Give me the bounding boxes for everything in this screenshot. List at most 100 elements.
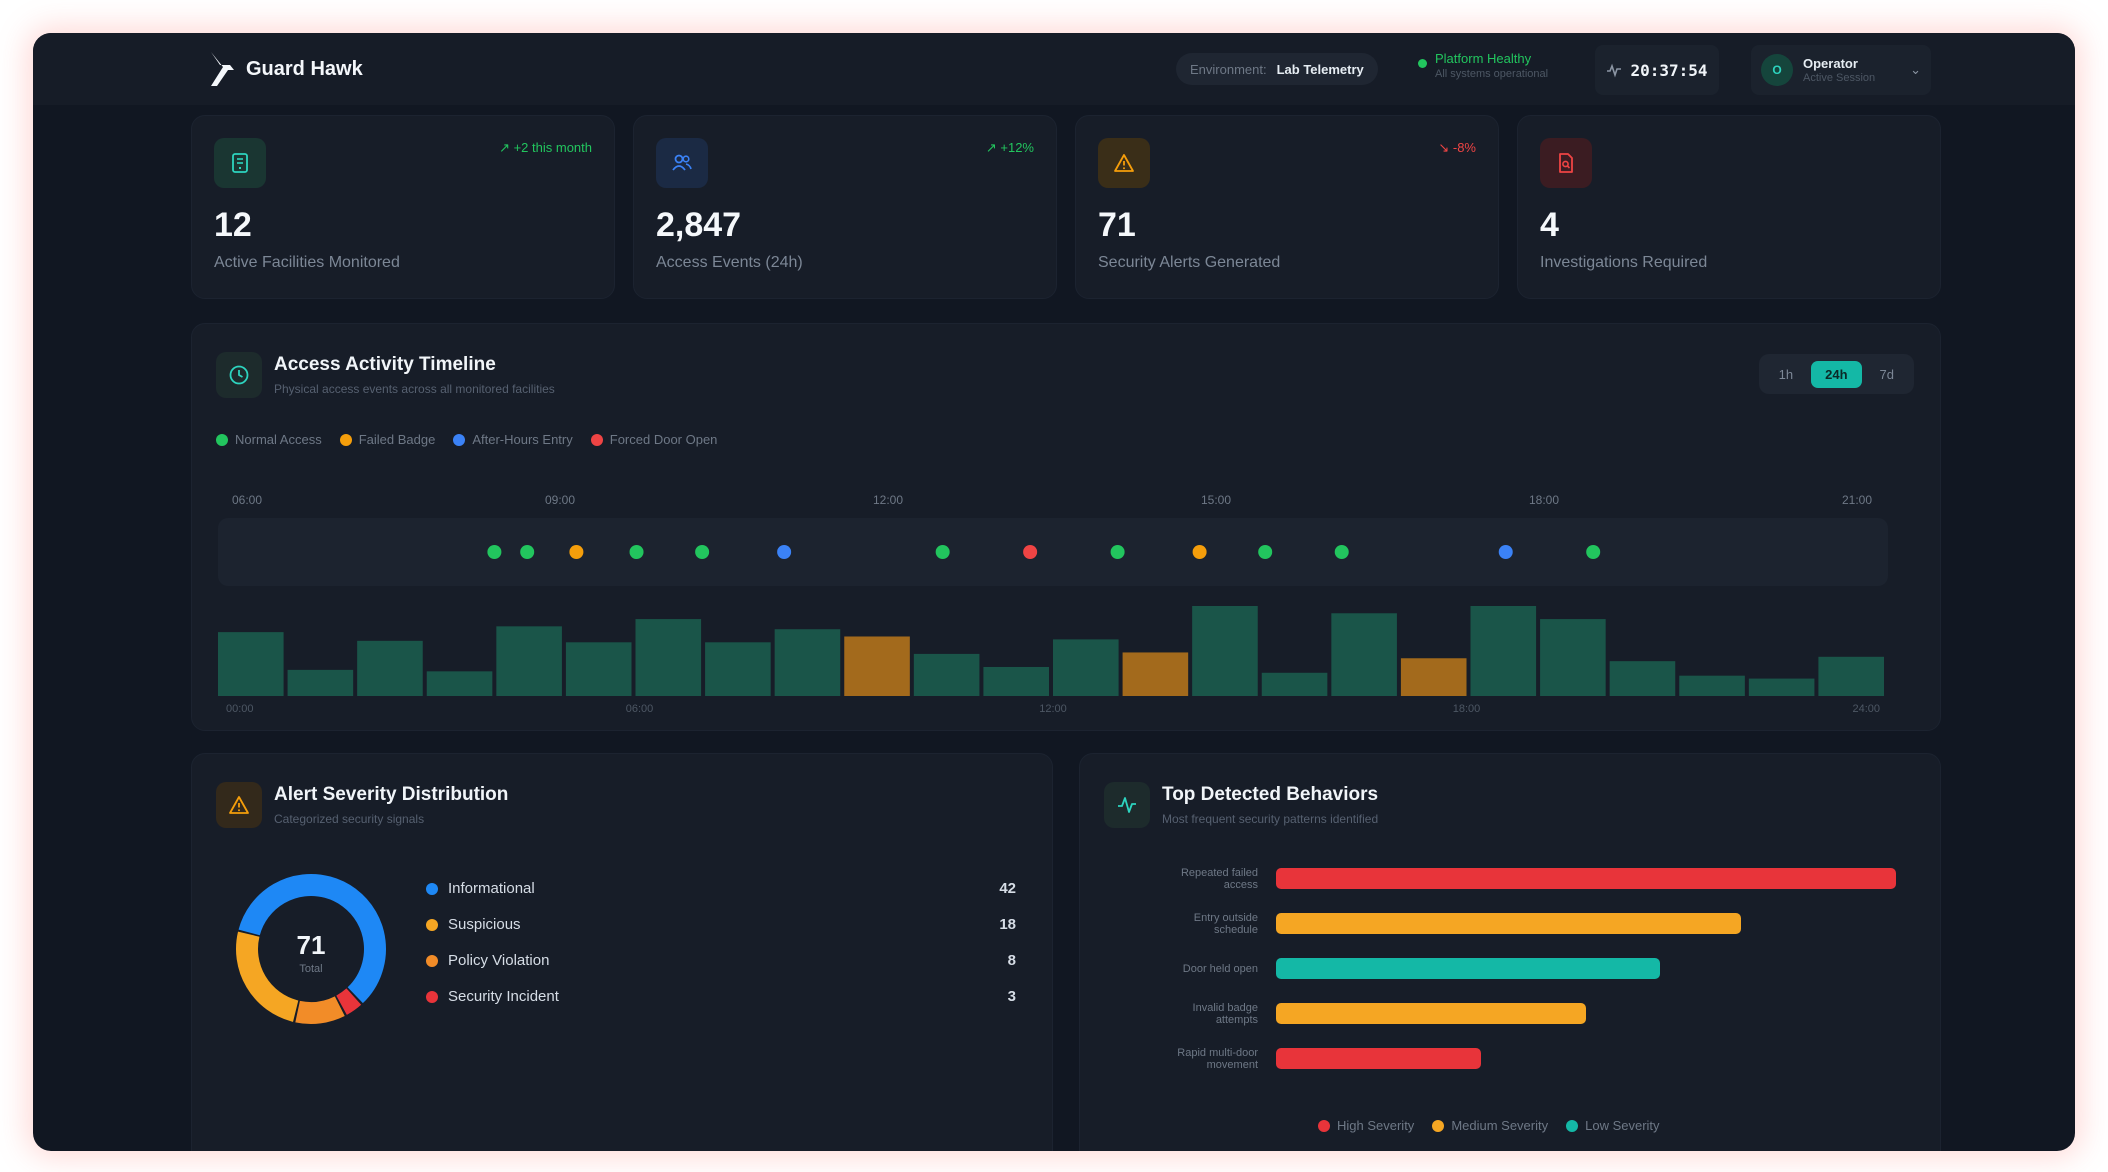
severity-label: Informational xyxy=(448,880,535,897)
section-title: Alert Severity Distribution xyxy=(274,784,509,805)
histogram-bar[interactable] xyxy=(1261,672,1328,696)
severity-count: 3 xyxy=(1007,988,1016,1005)
avatar: O xyxy=(1761,54,1793,86)
event-marker[interactable] xyxy=(1023,545,1038,559)
status-title: Platform Healthy xyxy=(1435,51,1532,66)
event-marker[interactable] xyxy=(1258,545,1273,559)
severity-count: 18 xyxy=(999,916,1016,933)
histogram-bar[interactable] xyxy=(1818,656,1884,696)
behavior-bar[interactable] xyxy=(1276,913,1741,934)
behavior-bar[interactable] xyxy=(1276,868,1896,889)
histogram-bar[interactable] xyxy=(1400,658,1467,696)
behavior-bar[interactable] xyxy=(1276,1003,1586,1024)
legend-item: Normal Access xyxy=(216,432,322,447)
behavior-bar[interactable] xyxy=(1276,1048,1481,1069)
histogram-bar[interactable] xyxy=(1331,613,1397,696)
histogram-axis-label: 00:00 xyxy=(226,703,254,715)
behavior-label: Rapid multi-door movement xyxy=(1177,1046,1258,1071)
users-icon xyxy=(656,138,708,188)
section-subtitle: Most frequent security patterns identifi… xyxy=(1162,812,1379,826)
legend-label: Failed Badge xyxy=(358,432,436,447)
severity-dot-icon xyxy=(426,954,438,967)
event-marker[interactable] xyxy=(1192,545,1207,559)
histogram-bar[interactable] xyxy=(983,666,1049,696)
user-session: Active Session xyxy=(1803,72,1876,84)
behavior-label: Door held open xyxy=(1182,962,1258,975)
donut-segment[interactable] xyxy=(233,871,390,1028)
event-marker[interactable] xyxy=(935,545,950,559)
legend-dot-icon xyxy=(590,433,603,446)
histogram-bar[interactable] xyxy=(1748,678,1815,696)
histogram-bar[interactable] xyxy=(426,671,493,696)
environment-label: Environment: xyxy=(1190,61,1267,77)
user-menu[interactable]: O Operator Active Session ⌄ xyxy=(1751,45,1931,95)
event-marker[interactable] xyxy=(695,545,710,559)
histogram-bar[interactable] xyxy=(844,636,910,696)
event-marker[interactable] xyxy=(1498,545,1513,559)
warning-icon xyxy=(216,782,262,828)
behavior-bar[interactable] xyxy=(1276,958,1661,979)
histogram-bar[interactable] xyxy=(218,632,284,696)
histogram-bar[interactable] xyxy=(774,629,841,696)
file-search-icon xyxy=(1540,138,1592,188)
legend-item: Medium Severity xyxy=(1432,1118,1548,1133)
histogram-bar[interactable] xyxy=(565,642,632,696)
histogram-bar[interactable] xyxy=(1609,661,1676,696)
histogram-bar[interactable] xyxy=(357,640,423,696)
severity-row: Suspicious 18 xyxy=(426,916,1016,933)
app-window: Guard Hawk Environment: Lab Telemetry Pl… xyxy=(33,33,2075,1151)
stat-label: Investigations Required xyxy=(1540,254,1708,271)
clock-icon xyxy=(216,352,262,398)
histogram-bar[interactable] xyxy=(1540,619,1606,696)
behaviors-panel: Top Detected Behaviors Most frequent sec… xyxy=(1079,753,1941,1151)
trend-badge: ↘ -8% xyxy=(1438,140,1476,155)
legend-label: Medium Severity xyxy=(1451,1118,1549,1133)
severity-label: Policy Violation xyxy=(448,952,550,969)
range-button-7d[interactable]: 7d xyxy=(1879,366,1894,382)
severity-dot-icon xyxy=(426,882,438,895)
top-bar: Guard Hawk Environment: Lab Telemetry Pl… xyxy=(33,33,2075,105)
legend-label: Low Severity xyxy=(1585,1118,1660,1133)
severity-count: 42 xyxy=(999,880,1016,897)
range-button-24h[interactable]: 24h xyxy=(1811,360,1862,388)
histogram-bar[interactable] xyxy=(1192,606,1258,696)
event-marker[interactable] xyxy=(777,545,792,559)
severity-dot-icon xyxy=(426,918,438,931)
histogram-bar[interactable] xyxy=(287,669,354,696)
event-marker[interactable] xyxy=(1334,545,1349,559)
section-title: Top Detected Behaviors xyxy=(1162,784,1379,805)
histogram-bar[interactable] xyxy=(1679,675,1745,696)
histogram-bar[interactable] xyxy=(1470,606,1537,696)
stat-label: Active Facilities Monitored xyxy=(214,254,400,271)
severity-donut-chart: 71 Total xyxy=(233,871,390,1028)
event-marker[interactable] xyxy=(629,545,644,559)
histogram-bar[interactable] xyxy=(635,619,702,696)
brand[interactable]: Guard Hawk xyxy=(208,49,363,89)
severity-row: Informational 42 xyxy=(426,880,1016,897)
histogram-bar[interactable] xyxy=(1053,639,1119,696)
chevron-down-icon: ⌄ xyxy=(1910,62,1921,77)
time-axis-label: 15:00 xyxy=(1201,493,1231,507)
environment-selector[interactable]: Environment: Lab Telemetry xyxy=(1176,53,1378,85)
clock-time: 20:37:54 xyxy=(1630,60,1708,80)
time-axis-label: 09:00 xyxy=(545,493,575,507)
severity-row: Policy Violation 8 xyxy=(426,952,1016,969)
histogram-bar[interactable] xyxy=(705,642,771,696)
severity-label: Suspicious xyxy=(448,916,521,933)
histogram-bar[interactable] xyxy=(1122,652,1189,696)
histogram-bar[interactable] xyxy=(913,653,980,696)
stat-card-security-alerts: ↘ -8% 71 Security Alerts Generated xyxy=(1075,115,1499,299)
time-axis-label: 06:00 xyxy=(232,493,262,507)
range-button-1h[interactable]: 1h xyxy=(1778,366,1794,382)
event-marker[interactable] xyxy=(569,545,584,559)
event-marker[interactable] xyxy=(1586,545,1601,559)
stat-card-access-events: ↗ +12% 2,847 Access Events (24h) xyxy=(633,115,1057,299)
legend-item: Forced Door Open xyxy=(590,432,717,447)
event-marker[interactable] xyxy=(520,545,535,559)
event-marker[interactable] xyxy=(487,545,502,559)
event-track xyxy=(218,518,1888,586)
histogram-bar[interactable] xyxy=(496,626,562,696)
time-axis-label: 12:00 xyxy=(873,493,903,507)
warning-icon xyxy=(1098,138,1150,188)
event-marker[interactable] xyxy=(1110,545,1125,559)
